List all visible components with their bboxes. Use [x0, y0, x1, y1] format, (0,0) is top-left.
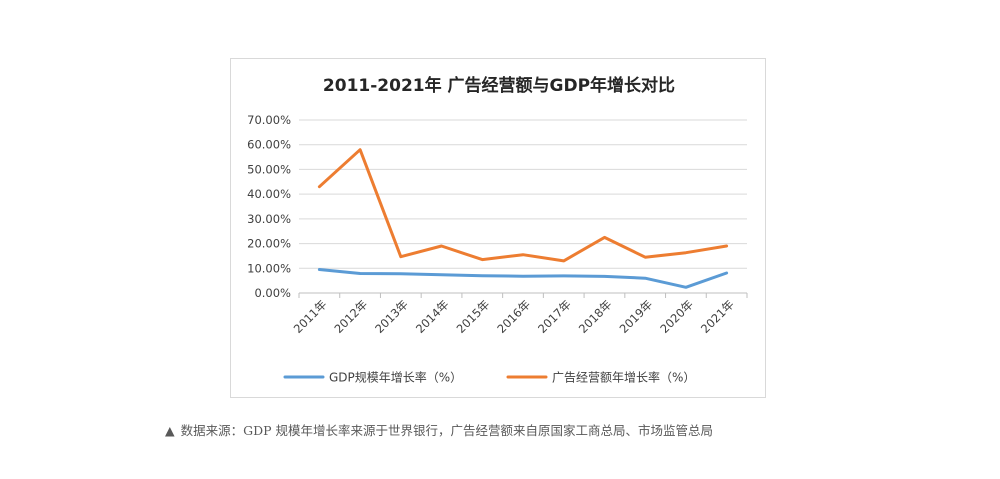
- series-lines: [317, 148, 729, 289]
- caption-text: 数据来源：GDP 规模年增长率来源于世界银行，广告经营额来自原国家工商总局、市场…: [180, 423, 714, 438]
- x-tick-label: 2012年: [331, 297, 370, 336]
- series-line: [317, 268, 729, 289]
- legend-label: 广告经营额年增长率（%）: [552, 370, 695, 385]
- x-tick-label: 2021年: [698, 297, 737, 336]
- y-tick-label: 20.00%: [247, 237, 291, 251]
- x-tick-label: 2016年: [494, 297, 533, 336]
- x-tick-label: 2020年: [657, 297, 696, 336]
- x-tick-label: 2018年: [576, 297, 615, 336]
- y-tick-label: 70.00%: [247, 113, 291, 127]
- x-axis: [298, 292, 748, 298]
- grid-lines: [299, 119, 747, 269]
- legend-label: GDP规模年增长率（%）: [329, 370, 462, 385]
- x-tick-label: 2014年: [413, 297, 452, 336]
- x-tick-label: 2013年: [372, 297, 411, 336]
- y-tick-label: 50.00%: [247, 162, 291, 176]
- line-chart: 2011-2021年 广告经营额与GDP年增长对比 0.00% 10.00% 20.…: [247, 75, 748, 385]
- legend: GDP规模年增长率（%） 广告经营额年增长率（%）: [283, 370, 695, 385]
- x-axis-ticks: 2011年 2012年 2013年 2014年 2015年 2016年 2017年 2018年…: [291, 297, 737, 336]
- x-tick-label: 2011年: [291, 297, 330, 336]
- y-tick-label: 60.00%: [247, 138, 291, 152]
- x-tick-label: 2019年: [617, 297, 656, 336]
- y-tick-label: 10.00%: [247, 261, 291, 275]
- chart-caption: ▲ 数据来源：GDP 规模年增长率来源于世界银行，广告经营额来自原国家工商总局、市…: [165, 420, 713, 439]
- triangle-icon: ▲: [165, 423, 175, 438]
- y-tick-label: 30.00%: [247, 212, 291, 226]
- chart-title: 2011-2021年 广告经营额与GDP年增长对比: [323, 75, 675, 96]
- chart-frame: 2011-2021年 广告经营额与GDP年增长对比 0.00% 10.00% 20.…: [230, 58, 766, 398]
- y-tick-label: 40.00%: [247, 187, 291, 201]
- series-line: [317, 148, 729, 263]
- y-tick-label: 0.00%: [254, 286, 291, 300]
- x-tick-label: 2015年: [454, 297, 493, 336]
- x-tick-label: 2017年: [535, 297, 574, 336]
- y-axis-ticks: 0.00% 10.00% 20.00% 30.00% 40.00% 50.00% 60.00…: [247, 113, 291, 300]
